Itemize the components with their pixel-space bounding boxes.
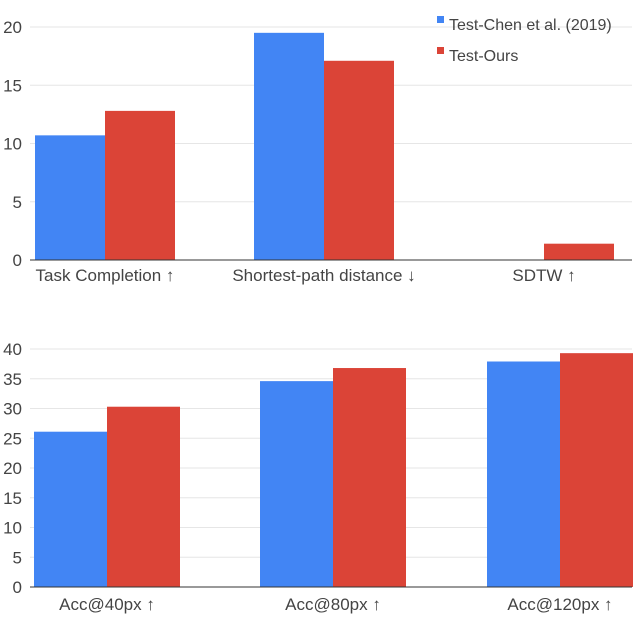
y-tick-label: 25 <box>3 429 22 448</box>
y-tick-label: 15 <box>3 489 22 508</box>
legend-swatch <box>437 47 444 54</box>
bar-ours-1 <box>105 110 175 260</box>
y-tick-label: 10 <box>3 519 22 538</box>
legend-label: Test-Chen et al. (2019) <box>449 17 612 34</box>
y-tick-label: 0 <box>13 251 22 270</box>
bar-ours-2 <box>324 60 394 260</box>
bar-chen-1 <box>35 135 105 260</box>
x-category-label: Acc@80px ↑ <box>285 595 381 614</box>
x-category-label: SDTW ↑ <box>512 266 575 285</box>
chart-panel-1: 0 5 10 15 20 Task Completion ↑ Shortest-path d… <box>3 16 632 285</box>
y-tick-label: 15 <box>3 76 22 95</box>
x-category-label: Task Completion ↑ <box>36 266 175 285</box>
y-tick-label: 40 <box>3 340 22 359</box>
y-tick-label: 30 <box>3 400 22 419</box>
y-tick-label: 10 <box>3 135 22 154</box>
y-tick-label: 35 <box>3 370 22 389</box>
y-tick-label: 5 <box>13 548 22 567</box>
bar-ours-1 <box>107 406 180 587</box>
y-tick-label: 20 <box>3 18 22 37</box>
y-tick-label: 20 <box>3 459 22 478</box>
legend-label: Test-Ours <box>449 48 518 65</box>
bar-chen-2 <box>260 381 333 587</box>
legend: Test-Chen et al. (2019) Test-Ours <box>437 16 612 65</box>
legend-swatch <box>437 16 444 23</box>
chart-panel-2: 0 5 10 15 20 25 30 35 40 Acc@40px ↑ Acc@80px ↑ Acc@… <box>3 340 633 614</box>
y-tick-label: 0 <box>13 578 22 597</box>
bar-chen-3 <box>487 361 560 587</box>
x-category-label: Shortest-path distance ↓ <box>232 266 415 285</box>
x-category-label: Acc@120px ↑ <box>507 595 612 614</box>
y-tick-label: 5 <box>13 193 22 212</box>
bar-ours-3 <box>544 243 614 260</box>
x-category-label: Acc@40px ↑ <box>59 595 155 614</box>
bar-chen-2 <box>254 32 324 261</box>
bar-ours-2 <box>333 368 406 587</box>
bar-chen-1 <box>34 431 107 587</box>
bar-ours-3 <box>560 353 633 587</box>
